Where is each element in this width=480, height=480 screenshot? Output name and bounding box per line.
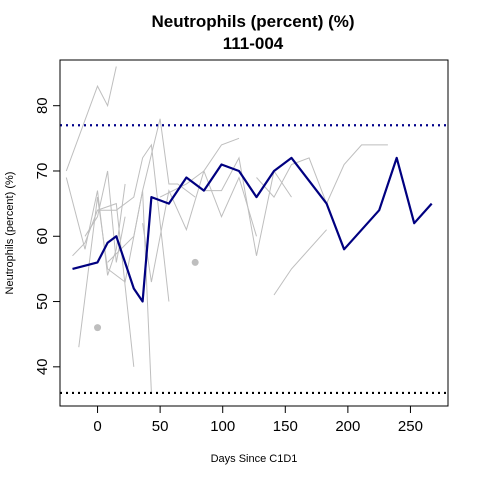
chart-subtitle: 111-004: [223, 34, 284, 53]
background-series-line: [79, 191, 152, 393]
x-tick-label: 50: [152, 418, 169, 435]
background-series-line: [274, 230, 327, 295]
y-tick-label: 80: [34, 97, 51, 114]
background-series-point: [94, 324, 101, 331]
reference-lines-group: [60, 125, 448, 393]
chart-title: Neutrophils (percent) (%): [151, 12, 354, 31]
x-tick-label: 200: [335, 418, 360, 435]
y-axis: 40 50 60 70 80: [34, 97, 60, 375]
x-tick-label: 150: [273, 418, 298, 435]
x-axis: 0 50 100 150 200 250: [93, 406, 423, 435]
background-series-line: [66, 67, 116, 172]
y-tick-label: 40: [34, 358, 51, 375]
y-axis-label: Neutrophils (percent) (%): [4, 172, 16, 295]
x-tick-label: 100: [210, 418, 235, 435]
background-series-group: [66, 67, 388, 393]
x-tick-label: 250: [398, 418, 423, 435]
background-series-line: [73, 204, 134, 367]
y-tick-label: 50: [34, 293, 51, 310]
y-tick-label: 60: [34, 228, 51, 245]
background-series-line: [98, 145, 169, 302]
x-tick-label: 0: [93, 418, 101, 435]
y-tick-label: 70: [34, 163, 51, 180]
x-axis-label: Days Since C1D1: [211, 453, 298, 465]
background-series-point: [192, 259, 199, 266]
